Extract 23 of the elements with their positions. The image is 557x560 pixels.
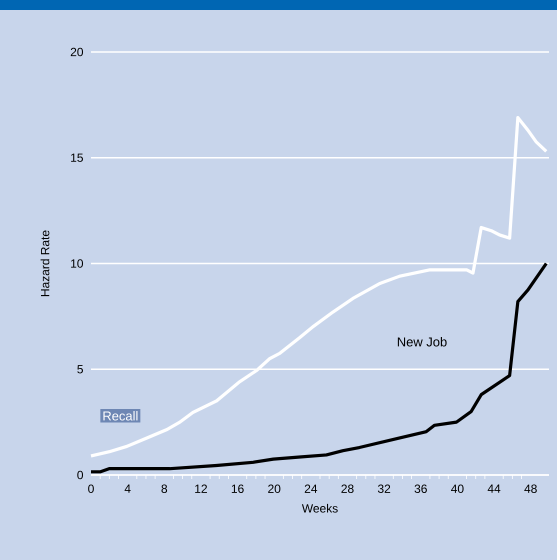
x-axis-title: Weeks	[302, 504, 338, 513]
y-axis-title: Hazard Rate	[40, 230, 50, 296]
x-tick-label: 0	[88, 484, 94, 493]
x-tick-label: 16	[232, 484, 244, 493]
x-tick-label: 8	[161, 484, 168, 493]
y-tick-label: 20	[70, 48, 84, 56]
x-tick-label: 36	[414, 484, 427, 493]
series-label: Recall	[103, 411, 138, 421]
y-tick-label: 15	[71, 154, 83, 162]
x-tick-label: 20	[268, 484, 280, 493]
y-tick-label: 10	[71, 259, 84, 268]
x-tick-label: 32	[378, 484, 390, 493]
x-tick-label: 12	[195, 484, 207, 493]
x-tick-label: 4	[124, 484, 131, 493]
x-tick-label: 24	[304, 484, 318, 493]
text: New Job	[398, 336, 447, 347]
line-series	[89, 262, 548, 474]
x-tick-label: 48	[524, 484, 537, 493]
x-tick-label: 28	[341, 484, 354, 493]
x-tick-label: 44	[488, 484, 500, 493]
y-tick-label: 5	[77, 365, 83, 374]
x-tick-label: 40	[451, 484, 464, 493]
y-tick-label: 0	[77, 470, 84, 480]
